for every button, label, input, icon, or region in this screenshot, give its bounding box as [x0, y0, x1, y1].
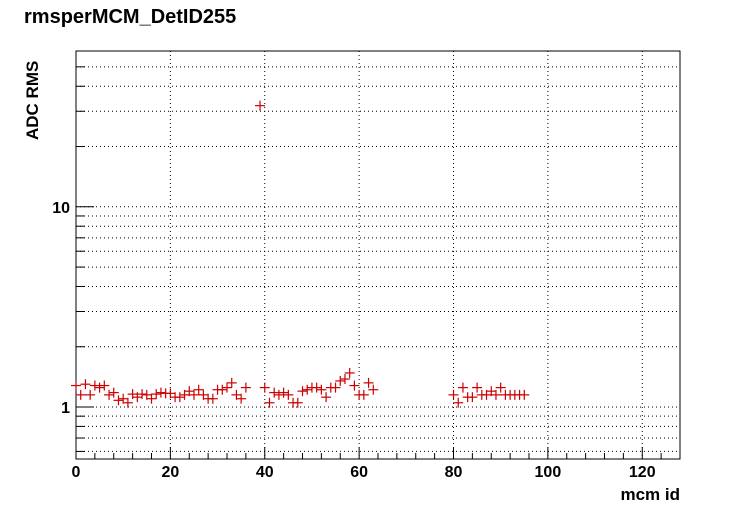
chart-title: rmsperMCM_DetID255 — [24, 6, 237, 28]
data-point — [368, 384, 379, 395]
data-point — [321, 392, 332, 403]
data-point — [302, 384, 313, 395]
data-point — [278, 387, 289, 398]
data-point — [453, 397, 464, 408]
data-point — [292, 397, 303, 408]
data-point — [217, 384, 228, 395]
data-point — [519, 389, 530, 400]
data-point — [472, 382, 483, 393]
axis-ticks — [75, 50, 681, 459]
data-point — [339, 374, 350, 385]
data-point — [118, 393, 129, 404]
data-point — [240, 382, 251, 393]
data-point — [207, 393, 218, 404]
data-point — [335, 375, 346, 386]
data-point — [467, 392, 478, 403]
x-tick-label: 80 — [445, 464, 463, 481]
data-point — [104, 389, 115, 400]
data-point — [174, 392, 185, 403]
x-axis-label: mcm id — [620, 485, 680, 504]
data-point — [330, 382, 341, 393]
data-point — [283, 389, 294, 400]
data-point — [490, 389, 501, 400]
data-point — [222, 382, 232, 393]
data-point — [80, 379, 91, 390]
x-tick-label: 100 — [535, 464, 562, 481]
data-point — [448, 389, 459, 400]
data-point — [75, 389, 86, 400]
data-point — [264, 397, 275, 408]
data-point — [108, 387, 119, 398]
y-axis-label: ADC RMS — [23, 61, 42, 140]
data-points — [71, 100, 530, 408]
data-point — [259, 382, 270, 393]
data-point — [193, 384, 204, 395]
data-point — [363, 377, 374, 388]
x-tick-label: 20 — [161, 464, 179, 481]
y-tick-label: 10 — [52, 200, 70, 217]
data-point — [297, 386, 308, 397]
data-point — [188, 389, 199, 400]
grid-lines — [75, 50, 680, 459]
x-tick-label: 40 — [256, 464, 274, 481]
data-point — [495, 382, 506, 393]
x-tick-label: 120 — [629, 464, 656, 481]
x-tick-label: 60 — [350, 464, 368, 481]
x-tick-label: 0 — [72, 464, 81, 481]
data-point — [151, 389, 162, 400]
data-point — [457, 382, 468, 393]
data-point — [311, 382, 322, 393]
data-point — [85, 389, 96, 400]
data-point — [146, 393, 157, 404]
data-point — [122, 397, 133, 408]
data-point — [269, 387, 280, 398]
data-point — [226, 377, 237, 388]
data-point — [255, 100, 266, 111]
data-point — [236, 393, 247, 404]
data-point — [155, 387, 166, 398]
tick-labels: 0 20 40 60 80 100 120 1 10 — [52, 200, 655, 481]
data-point — [71, 380, 81, 391]
y-tick-label: 1 — [61, 400, 70, 417]
data-point — [99, 380, 110, 391]
data-point — [113, 395, 124, 406]
data-point — [89, 380, 100, 391]
plot-frame — [75, 50, 681, 460]
data-point — [273, 389, 284, 400]
data-point — [137, 389, 148, 400]
data-point — [349, 380, 360, 391]
data-point — [358, 389, 369, 400]
data-point — [316, 384, 327, 395]
data-point — [344, 367, 355, 378]
data-point — [94, 382, 105, 393]
